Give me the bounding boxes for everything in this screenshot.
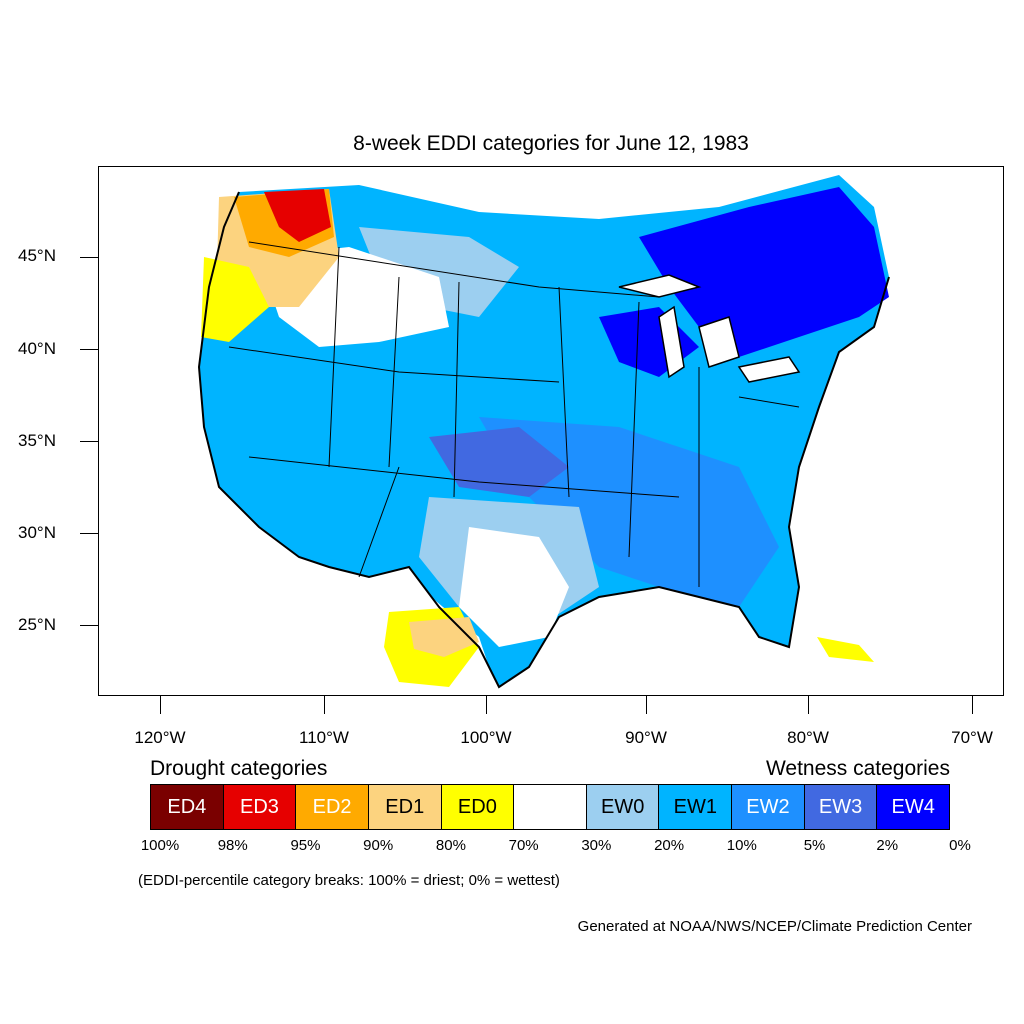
legend-note: (EDDI-percentile category breaks: 100% =… [138,872,560,889]
lat-tick [80,349,98,350]
ed1-region-mexico [409,617,479,657]
normal-region-texas [459,527,569,647]
lon-label-110: 110°W [299,728,349,747]
lon-label-80: 80°W [787,728,829,747]
lat-tick [80,625,98,626]
legend-break-label: 95% [290,837,321,854]
map-title: 8-week EDDI categories for June 12, 1983 [353,132,749,155]
legend-break-label: 80% [435,837,466,854]
lat-label-45: 45°N [18,246,56,265]
lat-tick [80,441,98,442]
state-borders [228,241,800,587]
legend-break-label: 70% [508,837,539,854]
credit-line: Generated at NOAA/NWS/NCEP/Climate Predi… [577,918,972,935]
legend-cell-ew4: EW4 [877,785,950,829]
ew4-region-northeast [639,187,889,357]
great-lakes [618,274,801,383]
legend-break-label: 90% [363,837,394,854]
legend-cell-ed1: ED1 [368,785,442,829]
wetness-heading: Wetness categories [765,757,950,780]
lat-label-35: 35°N [18,431,56,450]
coastline [197,191,890,689]
legend-cell-ed3: ED3 [223,785,297,829]
ew0-region-northplains [359,227,519,317]
ed0-region-cuba [817,637,874,662]
legend-break-label: 5% [803,837,826,854]
lon-tick [808,696,809,714]
lon-label-100: 100°W [460,728,512,747]
lon-label-70: 70°W [951,728,993,747]
legend-break-label: 20% [654,837,685,854]
legend-break-label: 30% [581,837,612,854]
lat-tick [80,257,98,258]
lon-label-120: 120°W [134,728,186,747]
lon-label-90: 90°W [625,728,667,747]
lat-label-30: 30°N [18,523,56,542]
ed3-region-pnw [264,189,331,242]
legend-cell-ew3: EW3 [804,785,878,829]
legend-break-label: 0% [949,837,971,854]
ed0-region-pnw-coast [201,257,269,342]
lon-tick [646,696,647,714]
legend-break-label: 100% [140,837,180,854]
drought-heading: Drought categories [150,757,328,780]
map-canvas [197,175,890,695]
legend-cell-ed4: ED4 [151,785,224,829]
lat-label-40: 40°N [18,339,56,358]
legend-colorbar: ED4 ED3 ED2 ED1 ED0 EW0 EW1 EW2 EW3 EW4 [150,784,950,830]
lat-label-25: 25°N [18,615,56,634]
legend-break-label: 98% [217,837,248,854]
legend-cell-normal [514,785,587,829]
lat-tick [80,533,98,534]
legend-cell-ed0: ED0 [441,785,515,829]
lon-tick [972,696,973,714]
ew3-region-central [429,427,569,497]
legend-cell-ew0: EW0 [586,785,660,829]
legend-cell-ew1: EW1 [659,785,733,829]
legend-break-label: 10% [726,837,757,854]
lon-tick [324,696,325,714]
legend-cell-ed2: ED2 [296,785,369,829]
lon-tick [160,696,161,714]
lon-tick [486,696,487,714]
legend-cell-ew2: EW2 [732,785,805,829]
legend-break-label: 2% [876,837,899,854]
eddi-map [98,166,1004,696]
